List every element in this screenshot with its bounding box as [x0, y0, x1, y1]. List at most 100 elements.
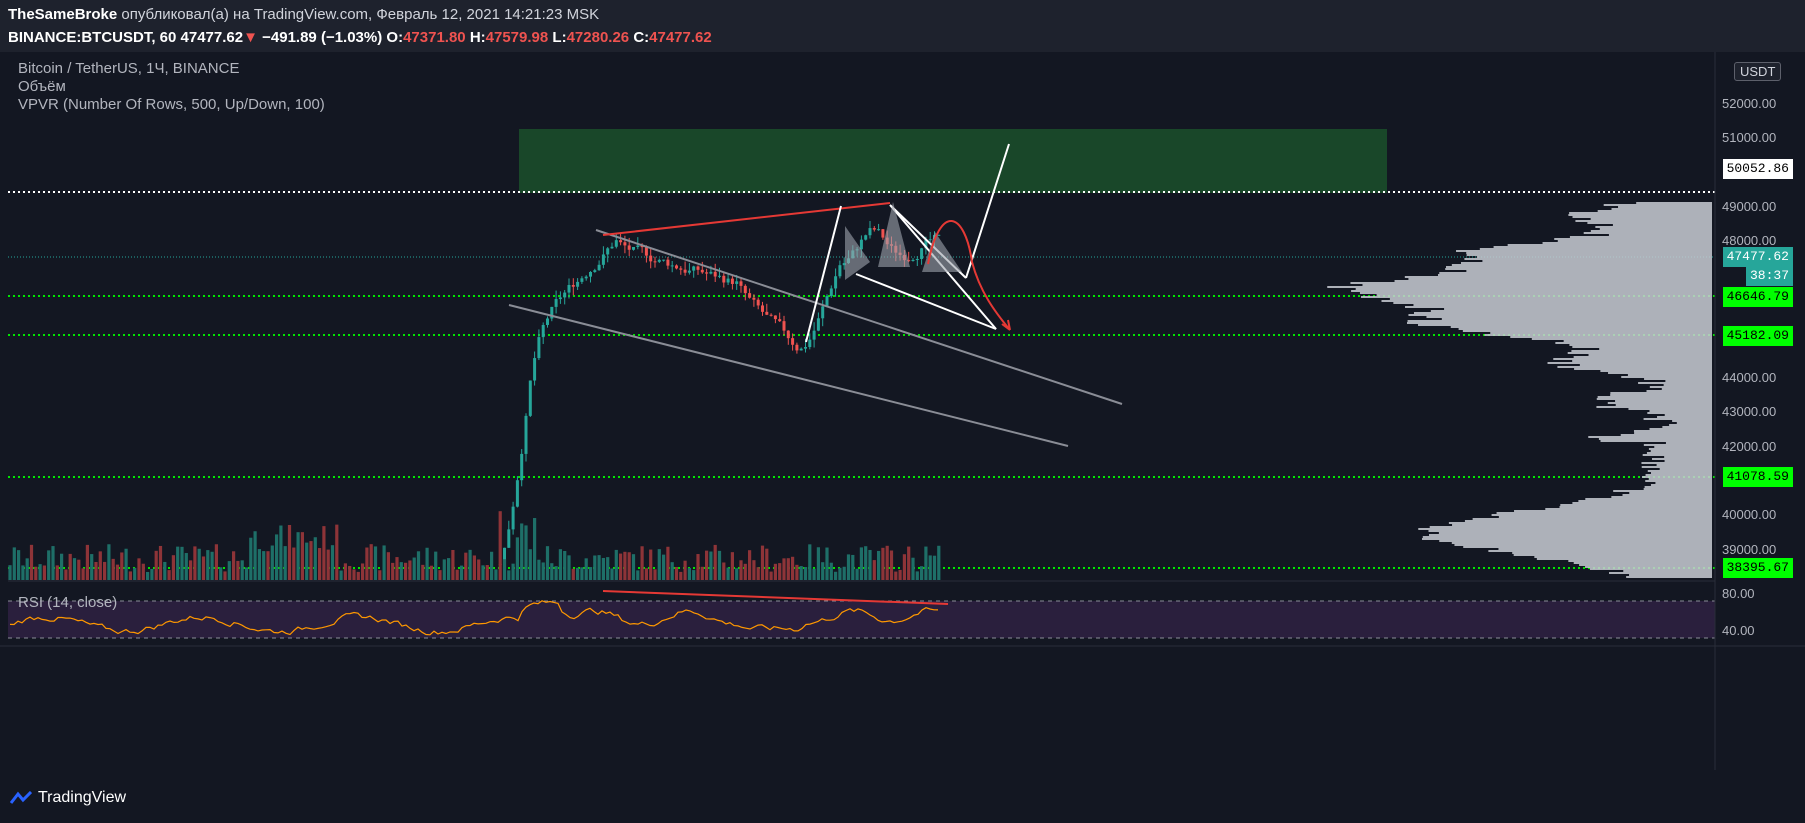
candle-body — [700, 269, 704, 273]
volume-bar — [765, 548, 769, 580]
author-name[interactable]: TheSameBroke — [8, 6, 118, 23]
volume-bar — [593, 555, 597, 580]
volume-profile-row — [1650, 472, 1712, 474]
volume-bar — [545, 546, 550, 580]
volume-bar — [262, 551, 266, 580]
volume-bar — [365, 547, 369, 580]
volume-profile-row — [1466, 270, 1712, 272]
channel-lower-line[interactable] — [508, 304, 1069, 447]
volume-profile-row — [1452, 524, 1712, 526]
pattern-triangle-3[interactable] — [922, 232, 962, 272]
volume-bar — [674, 566, 679, 580]
divergence-line-rsi[interactable] — [602, 590, 949, 605]
volume-bar — [859, 547, 863, 580]
volume-bar — [558, 549, 562, 580]
candle-body — [597, 264, 601, 271]
volume-profile-row — [1350, 282, 1712, 284]
volume-bar — [468, 549, 472, 580]
divergence-line-price[interactable] — [602, 202, 891, 236]
volume-bar — [709, 551, 713, 580]
candle-body — [675, 265, 678, 269]
volume-profile-row — [1583, 232, 1712, 234]
currency-button[interactable]: USDT — [1734, 62, 1782, 81]
volume-bar — [128, 571, 132, 580]
high-label: H: — [469, 29, 486, 46]
volume-bar — [872, 560, 876, 580]
volume-bar — [399, 562, 403, 580]
volume-bar — [111, 558, 115, 580]
volume-profile-row — [1572, 216, 1712, 218]
volume-profile-row — [1479, 248, 1712, 250]
tradingview-logo[interactable]: TradingView — [10, 789, 126, 807]
volume-profile-row — [1641, 462, 1712, 464]
volume-profile-row — [1636, 202, 1712, 204]
pattern-triangle-2[interactable] — [878, 202, 910, 267]
volume-profile-row — [1451, 542, 1712, 544]
volume-bar — [214, 544, 218, 580]
price-tick: 40000.00 — [1722, 507, 1777, 522]
candle-body — [528, 380, 532, 416]
candle-body — [507, 529, 511, 548]
volume-profile-row — [1445, 268, 1712, 270]
chart-header: TheSameBroke опубликовал(а) на TradingVi… — [0, 0, 1805, 52]
candle-body — [679, 268, 683, 270]
volume-bar — [429, 565, 433, 580]
vpvr-legend[interactable]: VPVR (Number Of Rows, 500, Up/Down, 100) — [18, 96, 325, 113]
volume-profile-row — [1575, 220, 1712, 222]
volume-bar — [533, 518, 537, 580]
volume-bar — [636, 570, 640, 580]
volume-profile-row — [1664, 456, 1712, 458]
volume-bar — [485, 565, 489, 580]
volume-bar — [386, 552, 390, 580]
volume-profile-row — [1629, 574, 1712, 576]
projection-path[interactable] — [965, 143, 1010, 279]
volume-bar — [296, 532, 300, 580]
volume-bar — [670, 562, 674, 580]
volume-legend[interactable]: Объём — [18, 78, 66, 95]
volume-bar — [232, 551, 236, 580]
volume-bar — [408, 560, 412, 580]
volume-profile-row — [1655, 482, 1712, 484]
volume-profile-row — [1596, 398, 1712, 400]
volume-profile-row — [1557, 366, 1712, 368]
volume-bar — [21, 565, 25, 580]
volume-bar — [829, 562, 833, 580]
volume-bar — [705, 550, 709, 580]
chart-canvas[interactable] — [0, 52, 1805, 770]
volume-bar — [305, 542, 309, 580]
volume-bar — [520, 523, 524, 580]
candle-body — [778, 319, 782, 322]
impulse-wave[interactable] — [805, 205, 842, 343]
volume-bar — [210, 551, 214, 580]
candle-body — [666, 259, 670, 266]
volume-bar — [98, 551, 102, 580]
candle-body — [692, 266, 696, 271]
candle-body — [735, 281, 739, 284]
rsi-legend[interactable]: RSI (14, close) — [18, 594, 118, 611]
volume-bar — [270, 545, 274, 580]
volume-bar — [244, 567, 249, 580]
volume-bar — [249, 537, 253, 580]
volume-bar — [821, 562, 825, 580]
volume-bar — [528, 549, 532, 580]
volume-profile-row — [1498, 548, 1712, 550]
volume-bar — [438, 570, 442, 580]
resistance-zone[interactable] — [519, 129, 1387, 193]
volume-profile-row — [1572, 360, 1712, 362]
volume-profile-row — [1542, 242, 1712, 244]
channel-upper-line[interactable] — [595, 229, 1123, 405]
projection-curve[interactable] — [927, 220, 1011, 331]
pattern-triangle-1[interactable] — [845, 226, 870, 280]
chart-area[interactable]: Bitcoin / TetherUS, 1Ч, BINANCE Объём VP… — [0, 52, 1805, 820]
symbol-legend[interactable]: Bitcoin / TetherUS, 1Ч, BINANCE — [18, 60, 240, 77]
volume-profile-row — [1595, 226, 1712, 228]
volume-profile-row — [1460, 262, 1712, 264]
volume-bar — [653, 569, 657, 580]
candle-body — [937, 234, 941, 236]
candle-body — [644, 247, 648, 256]
volume-bar — [515, 537, 519, 580]
volume-bar — [932, 555, 937, 580]
volume-profile-row — [1496, 512, 1712, 514]
volume-bar — [601, 557, 605, 580]
symbol-label[interactable]: BINANCE:BTCUSDT, 60 — [8, 29, 177, 46]
